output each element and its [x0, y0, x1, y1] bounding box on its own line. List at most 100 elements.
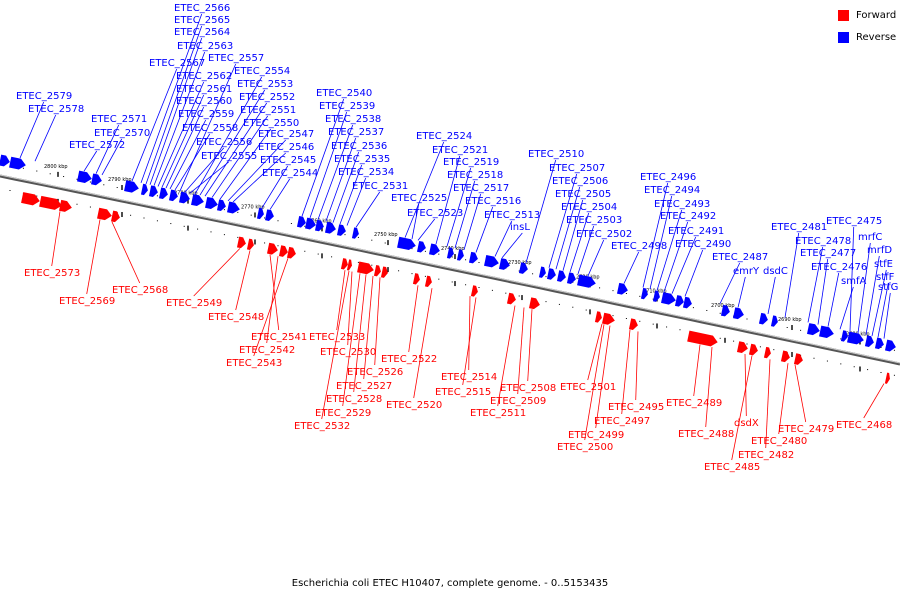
- reverse-gene-arrow: [806, 323, 820, 336]
- gene-label-etec-2569: ETEC_2569: [59, 296, 115, 307]
- gene-label-etec-2547: ETEC_2547: [258, 129, 314, 140]
- leader-line: [211, 115, 269, 198]
- leader-line: [149, 37, 203, 185]
- gene-label-etec-2560: ETEC_2560: [176, 96, 232, 107]
- leader-line: [309, 111, 348, 218]
- leader-line: [817, 258, 829, 325]
- gene-label-etec-2542: ETEC_2542: [239, 345, 295, 356]
- gene-label-etec-2531: ETEC_2531: [352, 181, 408, 192]
- leader-line: [569, 212, 590, 273]
- forward-gene-arrow: [278, 245, 288, 257]
- forward-swatch: [838, 9, 849, 21]
- reverse-gene-arrow: [546, 268, 556, 280]
- forward-gene-arrow: [346, 259, 352, 271]
- reverse-gene-arrow: [484, 254, 499, 268]
- gene-label-etec-2502: ETEC_2502: [576, 229, 632, 240]
- gene-label-etec-2540: ETEC_2540: [316, 88, 372, 99]
- reverse-gene-arrow: [416, 240, 426, 253]
- leader-line: [446, 167, 472, 247]
- leader-line: [849, 226, 855, 332]
- gene-label-emry: emrY: [733, 266, 760, 277]
- reverse-gene-arrow: [428, 243, 440, 256]
- leader-line: [235, 250, 251, 311]
- gene-label-etec-2543: ETEC_2543: [226, 358, 282, 369]
- gene-label-etec-2504: ETEC_2504: [561, 202, 617, 213]
- leader-line: [199, 89, 266, 196]
- gene-label-etec-2499: ETEC_2499: [568, 430, 624, 441]
- leader-line: [642, 182, 669, 288]
- gene-label-etec-2496: ETEC_2496: [640, 172, 696, 183]
- tick-label: 2690 kbp: [778, 317, 802, 323]
- forward-gene-arrow: [884, 372, 890, 384]
- leader-line: [463, 193, 482, 251]
- leader-line: [19, 101, 45, 159]
- leader-line: [157, 81, 205, 187]
- label-leaders: [19, 13, 891, 461]
- reverse-gene-arrow: [682, 296, 692, 309]
- leader-line: [336, 270, 346, 331]
- gene-label-etec-2527: ETEC_2527: [336, 381, 392, 392]
- leader-line: [339, 164, 363, 225]
- tick-label: 2730 kbp: [508, 260, 532, 266]
- reverse-gene-arrow: [456, 249, 464, 261]
- leader-line: [86, 219, 101, 295]
- gene-label-etec-2495: ETEC_2495: [608, 402, 664, 413]
- leader-line: [501, 232, 523, 259]
- gene-label-etec-2555: ETEC_2555: [201, 151, 257, 162]
- leader-line: [719, 262, 741, 304]
- forward-gene-arrow: [380, 266, 388, 278]
- leader-line: [227, 139, 287, 202]
- gene-label-etec-2521: ETEC_2521: [432, 145, 488, 156]
- leader-line: [548, 173, 578, 268]
- forward-label: Forward: [856, 9, 897, 21]
- gene-label-etec-2522: ETEC_2522: [381, 354, 437, 365]
- gene-label-etec-2578: ETEC_2578: [28, 104, 84, 115]
- leader-line: [189, 161, 229, 194]
- leader-line: [684, 249, 704, 297]
- reverse-gene-arrow: [148, 185, 158, 197]
- leader-line: [584, 324, 605, 441]
- gene-label-etec-2479: ETEC_2479: [778, 424, 834, 435]
- leader-line: [153, 51, 206, 186]
- gene-label-etec-2514: ETEC_2514: [441, 372, 497, 383]
- legend-reverse: Reverse: [838, 30, 896, 44]
- reverse-gene-arrow: [296, 215, 306, 228]
- leader-line: [435, 155, 461, 245]
- gene-label-etec-2490: ETEC_2490: [675, 239, 731, 250]
- tick-label: 2750 kbp: [374, 232, 398, 238]
- gene-label-etec-2487: ETEC_2487: [712, 252, 768, 263]
- leader-line: [269, 254, 280, 331]
- reverse-gene-arrow: [652, 290, 660, 302]
- reverse-gene-arrow: [847, 331, 864, 345]
- leader-line: [408, 285, 419, 353]
- leader-line: [737, 276, 746, 308]
- reverse-gene-arrow: [556, 270, 566, 282]
- leader-line: [179, 63, 237, 192]
- gene-label-etec-2557: ETEC_2557: [208, 53, 264, 64]
- leader-line: [193, 248, 241, 297]
- reverse-gene-arrow: [124, 180, 139, 193]
- leader-line: [204, 102, 268, 197]
- leader-line: [266, 256, 279, 344]
- forward-gene-arrow: [736, 341, 748, 354]
- reverse-gene-arrow: [77, 170, 92, 184]
- gene-label-etec-2550: ETEC_2550: [243, 118, 299, 129]
- gene-label-etec-2565: ETEC_2565: [174, 15, 230, 26]
- gene-label-etec-2549: ETEC_2549: [166, 298, 222, 309]
- forward-gene-arrow: [506, 292, 516, 305]
- gene-label-etec-2481: ETEC_2481: [771, 222, 827, 233]
- backbone-line: [0, 174, 900, 366]
- reverse-label: Reverse: [856, 31, 897, 43]
- gene-label-etec-2500: ETEC_2500: [557, 442, 613, 453]
- reverse-gene-arrow: [304, 217, 316, 230]
- forward-gene-arrow: [286, 246, 296, 259]
- leader-line: [865, 255, 880, 335]
- leader-line: [417, 218, 436, 241]
- gene-label-dsdc: dsdC: [763, 266, 788, 277]
- gene-label-etec-2552: ETEC_2552: [239, 92, 295, 103]
- leader-line: [101, 138, 123, 176]
- gene-label-etec-2528: ETEC_2528: [326, 394, 382, 405]
- leader-line: [355, 191, 381, 228]
- leader-line: [83, 150, 98, 172]
- forward-gene-arrow: [470, 285, 478, 297]
